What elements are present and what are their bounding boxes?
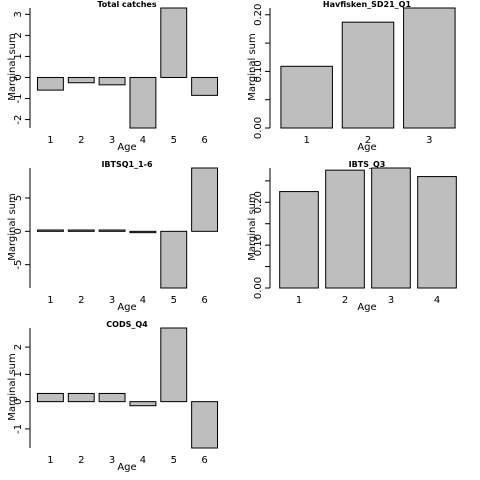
x-tick-label: 4 [434,295,440,306]
bar-age-5 [160,7,188,78]
bar-age-2 [325,169,365,289]
panel-title: Havfisken_SD21_Q1 [323,0,412,9]
y-tick-label: 0.20 [253,191,264,213]
x-tick-label: 2 [78,455,84,466]
panel-ibts-q3: IBTS_Q3 Age Marginal sum 0.00 0.10 0.20 1 2 3… [247,160,457,313]
panel-total-catches: Total catches Age Marginal sum -2 -1 0 1 2 3 1… [7,0,219,153]
y-axis-label: Marginal sum [7,353,18,421]
x-tick-label: 1 [296,295,302,306]
x-tick-label: 3 [109,135,115,146]
bar-age-3 [98,76,126,86]
y-tick-label: 5 [13,195,24,201]
bar-age-1 [36,76,64,91]
y-tick-label: 2 [13,32,24,38]
x-tick-label: 1 [303,135,309,146]
x-axis-label: Age [117,302,136,313]
x-tick-label: 5 [171,135,177,146]
x-tick-label: 6 [201,295,207,306]
bar-age-3 [98,229,126,232]
x-tick-label: 3 [109,295,115,306]
x-tick-label: 2 [342,295,348,306]
panel-cods-q4: CODS_Q4 Age Marginal sum -1 0 1 2 1 2 3 4 5 6 [7,320,219,473]
panel-title: IBTS_Q3 [349,160,386,169]
bar-age-1 [280,65,333,129]
bar-age-2 [67,392,95,403]
bar-age-6 [191,401,219,449]
x-tick-label: 2 [78,135,84,146]
x-tick-label: 3 [109,455,115,466]
y-axis-label: Marginal sum [7,33,18,101]
y-tick-label: -1 [13,94,24,104]
bar-age-5 [160,327,188,403]
panel-havfisken: Havfisken_SD21_Q1 Age Marginal sum 0.00 0… [247,0,456,153]
bar-age-4 [417,176,457,289]
x-tick-label: 1 [47,295,53,306]
x-tick-label: 1 [47,135,53,146]
x-tick-label: 6 [201,455,207,466]
x-tick-label: 4 [140,295,146,306]
x-tick-label: 3 [426,135,432,146]
bar-age-3 [371,167,411,289]
bar-age-1 [279,191,319,289]
x-tick-label: 4 [140,135,146,146]
y-tick-label: 2 [13,344,24,350]
x-tick-label: 2 [78,295,84,306]
y-tick-label: -5 [13,260,24,270]
y-axis-label: Marginal sum [247,33,258,101]
x-axis-label: Age [357,302,376,313]
bar-age-6 [191,76,219,96]
bar-age-1 [36,229,64,232]
x-tick-label: 2 [365,135,371,146]
x-axis-label: Age [117,462,136,473]
y-axis-label: Marginal sum [7,193,18,261]
bar-age-3 [403,7,456,129]
bar-age-2 [67,229,95,232]
y-tick-label: 0.10 [253,60,264,82]
x-tick-label: 5 [171,455,177,466]
y-tick-label: -1 [13,424,24,434]
bar-age-3 [98,392,126,403]
panel-title: CODS_Q4 [106,320,148,329]
bar-age-4 [129,230,157,234]
bar-age-5 [160,230,188,289]
bar-age-6 [191,167,219,232]
panel-title: Total catches [97,0,156,9]
bar-age-1 [36,392,64,403]
x-axis-label: Age [117,142,136,153]
panel-ibtsq1: IBTSQ1_1-6 Age Marginal sum -5 0 5 1 2 3 4 5 6 [7,160,219,313]
y-tick-label: 0.00 [253,277,264,299]
y-tick-label: 1 [13,53,24,59]
x-tick-label: 4 [140,455,146,466]
y-tick-label: 0 [13,74,24,80]
x-axis-label: Age [357,142,376,153]
y-tick-label: 3 [13,11,24,17]
y-tick-label: 1 [13,371,24,377]
y-axis-label: Marginal sum [247,193,258,261]
y-tick-label: 0.20 [253,4,264,26]
x-tick-label: 5 [171,295,177,306]
x-tick-label: 1 [47,455,53,466]
bar-age-2 [67,76,95,84]
x-tick-label: 3 [388,295,394,306]
y-tick-label: 0.00 [253,117,264,139]
panel-title: IBTSQ1_1-6 [101,160,153,169]
x-tick-label: 6 [201,135,207,146]
y-tick-label: 0.10 [253,234,264,256]
y-tick-label: 0 [13,398,24,404]
bar-age-4 [129,76,157,129]
y-tick-label: 0 [13,228,24,234]
bar-age-2 [341,21,395,129]
bar-age-4 [129,401,157,407]
y-tick-label: -2 [13,115,24,125]
